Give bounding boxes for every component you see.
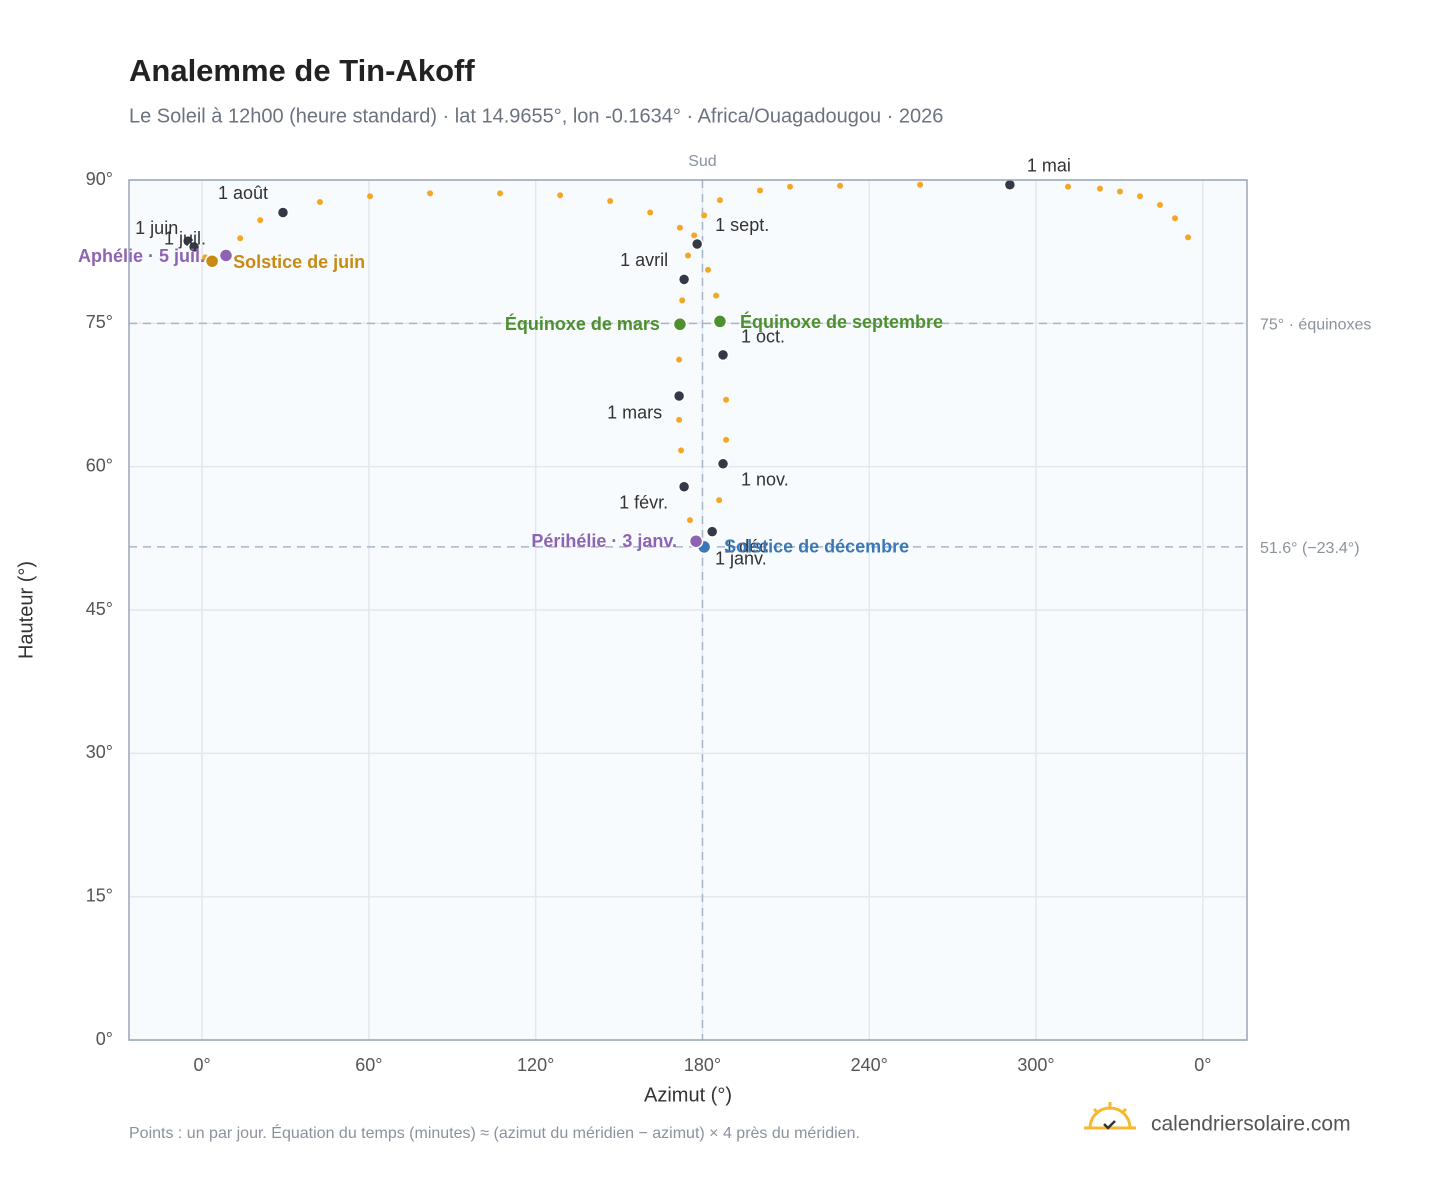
month-marker <box>716 348 730 362</box>
day-point <box>713 292 720 299</box>
brand: calendriersolaire.com <box>1151 1113 1351 1136</box>
event-label: Périhélie · 3 janv. <box>531 531 677 551</box>
day-point <box>1064 183 1071 190</box>
month-label: 1 oct. <box>741 327 785 347</box>
x-tick-label: 0° <box>193 1055 210 1075</box>
chart-subtitle: Le Soleil à 12h00 (heure standard) · lat… <box>129 105 943 127</box>
day-point <box>676 224 683 231</box>
month-label: 1 déc. <box>724 536 773 556</box>
month-label: 1 mai <box>1027 156 1071 176</box>
y-tick-label: 15° <box>86 885 113 905</box>
month-label: 1 avril <box>620 250 668 270</box>
y-tick-label: 45° <box>86 599 113 619</box>
month-label: 1 juin <box>135 218 178 238</box>
event-label: Équinoxe de septembre <box>740 311 943 332</box>
day-point <box>367 193 374 200</box>
day-point <box>1156 201 1163 208</box>
x-tick-label: 180° <box>684 1055 721 1075</box>
y-tick-label: 75° <box>86 312 113 332</box>
month-marker <box>690 237 704 251</box>
event-marker <box>688 533 704 549</box>
y-axis-label: Hauteur (°) <box>15 561 37 659</box>
x-tick-label: 60° <box>355 1055 382 1075</box>
day-point <box>257 217 264 224</box>
day-point <box>691 232 698 239</box>
day-point <box>756 187 763 194</box>
reference-label: Sud <box>688 153 716 170</box>
day-point <box>701 212 708 219</box>
month-label: 1 août <box>218 183 268 203</box>
day-point <box>607 198 614 205</box>
day-point <box>679 297 686 304</box>
x-tick-label: 120° <box>517 1055 554 1075</box>
day-point <box>787 183 794 190</box>
y-tick-label: 60° <box>86 455 113 475</box>
month-marker <box>705 525 719 538</box>
day-point <box>1172 215 1179 222</box>
day-point <box>716 497 723 504</box>
event-label: Aphélie · 5 juil. <box>78 246 205 266</box>
month-label: 1 janv. <box>715 549 767 569</box>
day-point <box>723 396 730 403</box>
y-tick-label: 30° <box>86 742 113 762</box>
logo <box>1084 1102 1136 1130</box>
month-label: 1 nov. <box>741 470 789 490</box>
event-label: Solstice de juin <box>233 252 365 272</box>
reference-label: 51.6° (−23.4°) <box>1260 540 1360 557</box>
day-point <box>1116 188 1123 195</box>
event-marker <box>218 248 234 263</box>
day-point <box>837 182 844 189</box>
x-tick-label: 0° <box>1194 1055 1211 1075</box>
event-marker <box>672 317 688 332</box>
y-tick-label: 0° <box>96 1029 113 1049</box>
day-point <box>647 209 654 216</box>
day-point <box>686 517 693 524</box>
day-point <box>685 252 691 259</box>
month-marker <box>672 389 686 403</box>
day-point <box>917 181 924 188</box>
day-point <box>557 192 564 199</box>
day-point <box>716 197 723 204</box>
month-marker <box>677 273 691 286</box>
month-label: 1 févr. <box>619 492 668 512</box>
day-point <box>676 356 683 363</box>
day-point <box>1136 193 1143 200</box>
day-point <box>1185 234 1192 241</box>
day-point <box>678 447 685 454</box>
month-marker <box>276 206 290 219</box>
x-tick-label: 300° <box>1017 1055 1054 1075</box>
month-label: 1 mars <box>607 403 662 423</box>
day-point <box>427 190 434 197</box>
x-tick-label: 240° <box>851 1055 888 1075</box>
day-point <box>316 198 323 205</box>
day-point <box>1096 185 1103 192</box>
month-marker <box>1003 178 1017 192</box>
footnote: Points : un par jour. Équation du temps … <box>129 1123 860 1142</box>
day-point <box>705 266 712 273</box>
month-label: 1 juil. <box>164 229 206 249</box>
y-tick-label: 90° <box>86 169 113 189</box>
day-point <box>497 190 504 197</box>
x-axis-label: Azimut (°) <box>644 1084 732 1106</box>
day-point <box>723 436 730 443</box>
chart-title: Analemme de Tin-Akoff <box>129 53 475 88</box>
event-marker <box>712 314 728 329</box>
month-marker <box>677 480 691 493</box>
month-label: 1 sept. <box>715 215 769 235</box>
event-label: Solstice de décembre <box>724 537 909 557</box>
event-marker <box>204 253 220 269</box>
month-marker <box>716 457 730 471</box>
day-point <box>237 235 244 242</box>
event-label: Équinoxe de mars <box>505 313 660 334</box>
month-marker <box>187 240 201 254</box>
plot-frame <box>128 179 1248 1041</box>
reference-label: 75° · équinoxes <box>1260 317 1371 334</box>
day-point <box>676 416 683 423</box>
